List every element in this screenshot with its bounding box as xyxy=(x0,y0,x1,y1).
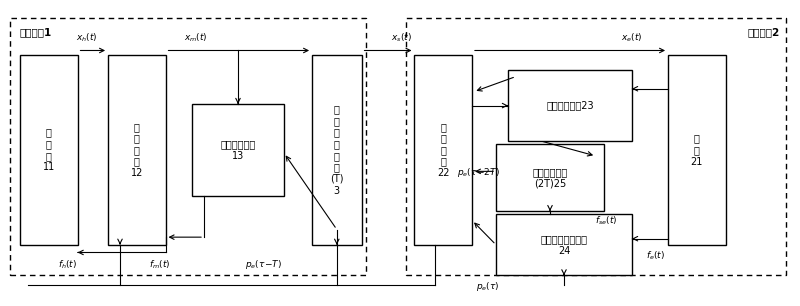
Text: 环
境
21: 环 境 21 xyxy=(690,133,703,166)
Text: 主
机
器
人
12: 主 机 器 人 12 xyxy=(130,122,143,178)
Bar xyxy=(414,55,472,245)
Bar xyxy=(668,55,726,245)
Bar xyxy=(496,214,632,275)
Text: 通
讯
时
延
环
节
(T)
3: 通 讯 时 延 环 节 (T) 3 xyxy=(330,104,343,196)
Text: 主边环境模型
13: 主边环境模型 13 xyxy=(220,139,256,161)
Bar xyxy=(192,104,284,196)
Bar xyxy=(496,144,604,211)
Bar xyxy=(312,55,362,245)
Bar xyxy=(406,18,786,275)
Text: $p_e(\tau\!-\!T)$: $p_e(\tau\!-\!T)$ xyxy=(246,258,282,271)
Text: $f_m(t)$: $f_m(t)$ xyxy=(150,259,170,271)
Text: $x_e(t)$: $x_e(t)$ xyxy=(622,32,642,44)
Bar xyxy=(508,70,632,141)
Text: 模拟时延模块
(2T)25: 模拟时延模块 (2T)25 xyxy=(532,167,568,188)
Text: 从边环境模型23: 从边环境模型23 xyxy=(546,101,594,110)
Text: 从边回路2: 从边回路2 xyxy=(748,27,780,37)
Bar xyxy=(20,55,78,245)
Text: $x_s(t)$: $x_s(t)$ xyxy=(391,32,412,44)
Text: 操
作
者
11: 操 作 者 11 xyxy=(42,128,55,172)
Text: 主边回路1: 主边回路1 xyxy=(19,27,51,37)
Text: 从
机
器
人
22: 从 机 器 人 22 xyxy=(437,122,450,178)
Bar xyxy=(10,18,366,275)
Text: $f_{se}(t)$: $f_{se}(t)$ xyxy=(595,214,618,226)
Text: $x_m(t)$: $x_m(t)$ xyxy=(184,32,208,44)
Text: $p_e(\tau\!-\!2T)$: $p_e(\tau\!-\!2T)$ xyxy=(457,166,500,179)
Text: $f_e(t)$: $f_e(t)$ xyxy=(646,249,666,262)
Text: $p_e(\tau)$: $p_e(\tau)$ xyxy=(476,280,500,293)
Text: $f_h(t)$: $f_h(t)$ xyxy=(58,259,78,271)
Text: $x_h(t)$: $x_h(t)$ xyxy=(76,32,97,44)
Bar xyxy=(108,55,166,245)
Text: 模型参数修正模块
24: 模型参数修正模块 24 xyxy=(541,234,587,256)
